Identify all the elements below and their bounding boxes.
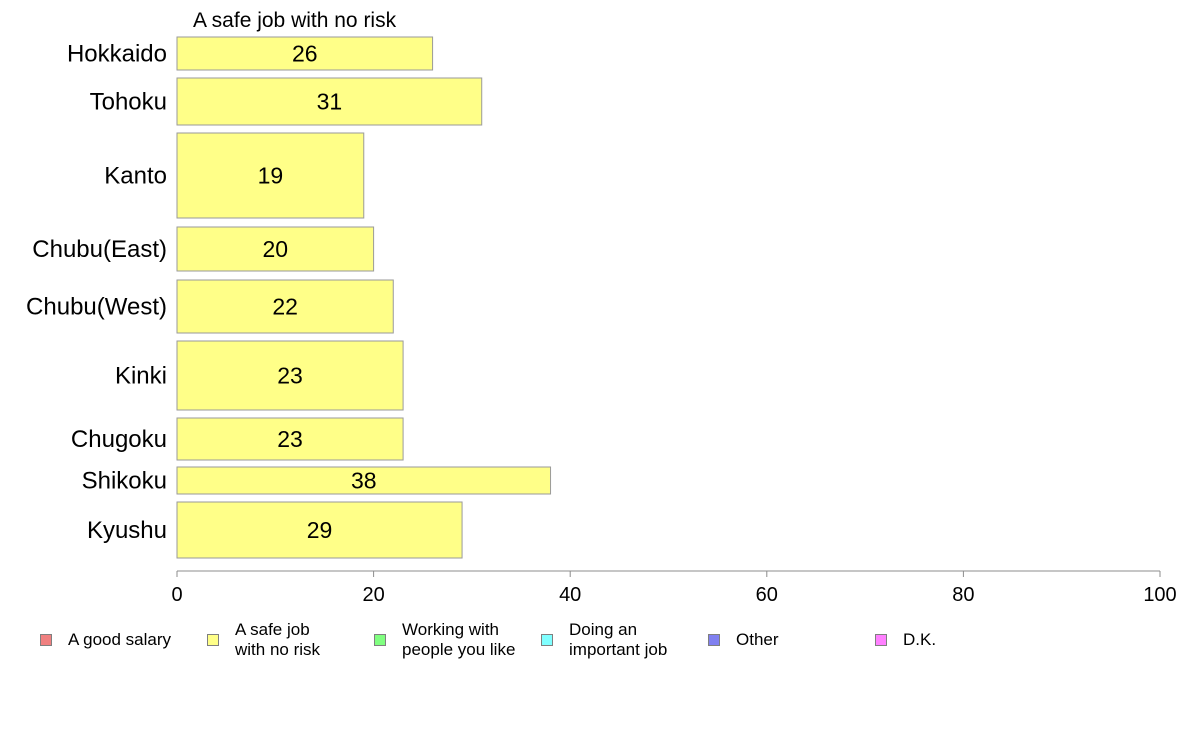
data-label: 29 xyxy=(307,517,333,543)
data-label: 23 xyxy=(277,426,303,452)
x-axis: 0 20 40 60 80 100 xyxy=(171,570,1177,606)
x-tick-label: 20 xyxy=(362,584,384,606)
category-label: Kanto xyxy=(104,163,167,190)
bar-tohoku xyxy=(176,77,483,126)
category-label: Chugoku xyxy=(71,426,167,453)
data-label: 26 xyxy=(292,41,318,67)
x-tick-label: 60 xyxy=(756,584,778,606)
x-tick-label: 0 xyxy=(171,584,182,606)
data-label: 23 xyxy=(277,363,303,389)
x-tick-label: 80 xyxy=(952,584,974,606)
bar-hokkaido xyxy=(176,36,434,71)
bar-shikoku xyxy=(176,466,552,495)
category-label: Chubu(West) xyxy=(26,294,167,321)
category-label: Kinki xyxy=(115,363,167,390)
data-label: 38 xyxy=(351,468,377,494)
data-label: 22 xyxy=(272,294,298,320)
category-label: Hokkaido xyxy=(67,41,167,68)
data-label: 31 xyxy=(317,89,343,115)
category-label: Shikoku xyxy=(82,468,167,495)
bar-chugoku xyxy=(176,417,404,461)
category-label: Tohoku xyxy=(90,89,167,116)
bar-chubu-east xyxy=(176,226,375,272)
data-label: 20 xyxy=(263,236,289,262)
bar-kanto xyxy=(176,132,365,219)
x-tick-label: 40 xyxy=(559,584,581,606)
category-label: Kyushu xyxy=(87,517,167,544)
bars-layer: 26 Hokkaido 31 Tohoku 19 Kanto 20 Chubu(East) 22… xyxy=(26,36,552,559)
x-tick-label: 100 xyxy=(1143,584,1176,606)
bar-kyushu xyxy=(176,501,463,559)
bar-kinki xyxy=(176,340,404,411)
data-label: 19 xyxy=(258,163,284,189)
category-label: Chubu(East) xyxy=(32,236,167,263)
bar-chubu-west xyxy=(176,279,394,334)
chart-title: A safe job with no risk xyxy=(193,9,397,32)
